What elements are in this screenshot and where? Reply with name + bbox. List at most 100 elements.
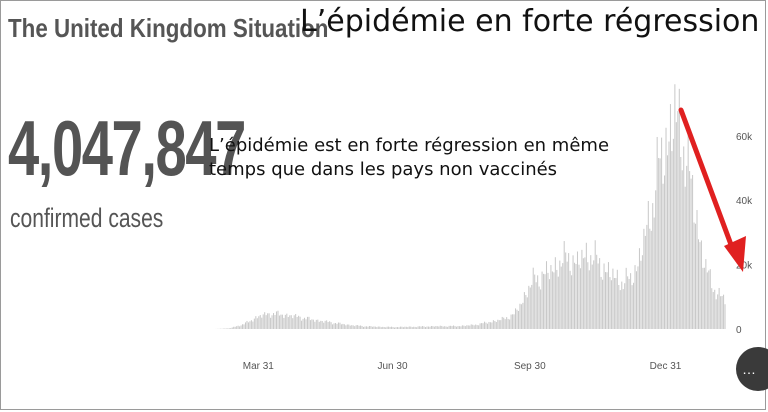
bar xyxy=(609,277,611,329)
bar xyxy=(228,328,230,329)
x-axis: Mar 31 Jun 30 Sep 30 Dec 31 xyxy=(243,361,682,372)
bar xyxy=(460,326,462,329)
bar xyxy=(342,323,344,329)
bar xyxy=(405,326,407,329)
bar xyxy=(647,200,649,329)
bar xyxy=(610,280,612,329)
bar xyxy=(402,327,404,329)
bar xyxy=(385,327,387,329)
bar xyxy=(268,313,270,329)
bar xyxy=(703,267,705,329)
bar xyxy=(436,326,438,329)
bar xyxy=(481,323,483,329)
bar xyxy=(709,269,711,329)
chat-icon[interactable]: … xyxy=(736,347,768,391)
bar xyxy=(515,308,517,329)
bar xyxy=(407,327,409,329)
bar xyxy=(243,324,245,329)
x-tick-label: Jun 30 xyxy=(377,361,407,372)
bar xyxy=(273,313,275,329)
bar xyxy=(628,278,630,329)
bar xyxy=(548,279,550,329)
bar xyxy=(600,276,602,329)
bar xyxy=(336,323,338,329)
bar xyxy=(593,260,595,329)
bar xyxy=(582,258,584,329)
bar xyxy=(576,251,578,329)
bar xyxy=(295,314,297,329)
bar xyxy=(534,274,536,329)
bar xyxy=(661,137,663,329)
bar xyxy=(346,324,348,329)
bar xyxy=(503,317,505,329)
bar xyxy=(559,260,561,329)
bar xyxy=(578,264,580,329)
bar xyxy=(398,327,400,329)
bar xyxy=(455,326,458,329)
x-tick-label: Mar 31 xyxy=(243,361,275,372)
bar xyxy=(383,327,385,329)
bar xyxy=(318,321,320,329)
bar xyxy=(579,268,581,329)
bar xyxy=(708,270,710,329)
bar xyxy=(463,325,465,329)
bar xyxy=(715,299,717,329)
bar xyxy=(469,325,471,329)
x-tick-label: Sep 30 xyxy=(514,361,546,372)
bar xyxy=(695,223,697,329)
bar xyxy=(308,316,310,329)
bar xyxy=(432,326,434,329)
bar xyxy=(492,320,494,329)
bar xyxy=(512,314,514,329)
bar xyxy=(461,325,463,329)
bar xyxy=(467,325,469,329)
bar xyxy=(327,322,329,329)
bar xyxy=(377,326,379,329)
bar xyxy=(616,269,618,329)
bar xyxy=(602,279,604,329)
bar xyxy=(497,319,499,329)
bar xyxy=(563,241,565,329)
bar xyxy=(453,325,455,329)
bar xyxy=(528,285,530,329)
bar xyxy=(253,318,255,329)
bar xyxy=(289,315,291,329)
bar xyxy=(339,322,341,329)
bar xyxy=(265,315,267,329)
bar xyxy=(720,296,722,329)
bar xyxy=(472,324,474,329)
bar xyxy=(550,265,552,329)
annotation-text: L’épidémie est en forte régression en mê… xyxy=(209,134,639,182)
bar xyxy=(404,326,406,329)
slide-title: L’épidémie en forte régression xyxy=(300,4,760,39)
bar xyxy=(382,326,384,329)
bar xyxy=(543,273,545,329)
x-tick-label: Dec 31 xyxy=(650,361,682,372)
bar xyxy=(237,325,239,329)
bar xyxy=(306,316,308,329)
bar xyxy=(517,310,519,329)
bar xyxy=(258,316,260,329)
bar xyxy=(687,129,689,329)
bar xyxy=(544,274,546,329)
bar xyxy=(562,263,564,329)
bar xyxy=(537,275,539,329)
bar xyxy=(293,315,295,329)
bar xyxy=(234,326,236,329)
bar xyxy=(394,327,396,329)
bar xyxy=(244,322,247,329)
bar xyxy=(261,317,263,329)
bar xyxy=(329,321,331,329)
bar xyxy=(482,323,484,329)
bar xyxy=(422,326,424,329)
bars-group xyxy=(215,84,726,330)
bar xyxy=(690,178,692,329)
bar xyxy=(296,316,298,329)
bar xyxy=(475,324,477,329)
annotation-line-1: L’épidémie est en forte régression en mê… xyxy=(209,135,610,156)
bar xyxy=(401,326,403,329)
bar xyxy=(587,262,589,329)
bar xyxy=(507,318,509,329)
bar xyxy=(622,289,624,329)
